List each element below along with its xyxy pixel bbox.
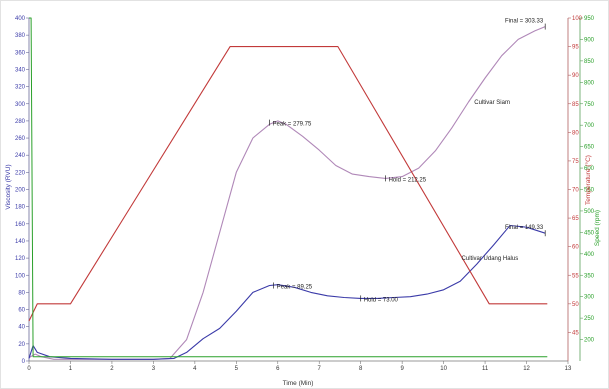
temperature-tick-label: 50 <box>572 302 579 308</box>
x-axis-title: Time (Min) <box>283 380 314 387</box>
speed-tick-label: 650 <box>584 145 595 151</box>
x-tick-label: 12 <box>523 366 530 372</box>
speed-tick-label: 800 <box>584 80 595 86</box>
left-tick-label: 360 <box>15 50 26 56</box>
speed-tick-label: 850 <box>584 59 595 65</box>
speed-tick-label: 200 <box>584 338 595 344</box>
left-tick-label: 20 <box>18 342 25 348</box>
temperature-tick-label: 65 <box>572 216 579 222</box>
x-tick-label: 7 <box>318 366 322 372</box>
left-tick-label: 380 <box>15 33 26 39</box>
x-tick-label: 13 <box>565 366 572 372</box>
left-tick-label: 220 <box>15 170 26 176</box>
speed-tick-label: 500 <box>584 209 595 215</box>
temperature-tick-label: 80 <box>572 130 579 136</box>
annotation-label: Hold = 73.00 <box>364 297 399 303</box>
temperature-tick-label: 95 <box>572 45 579 51</box>
annotation-label: Final = 303.33 <box>505 19 544 25</box>
speed-tick-label: 950 <box>584 16 595 22</box>
left-tick-label: 40 <box>18 325 25 331</box>
left-tick-label: 80 <box>18 290 25 296</box>
temperature-tick-label: 45 <box>572 330 579 336</box>
annotation-label: Peak = 89.25 <box>277 285 313 291</box>
series-label: Cultivar Udang Halus <box>462 256 519 262</box>
x-tick-label: 1 <box>69 366 73 372</box>
left-tick-label: 400 <box>15 16 26 22</box>
left-tick-label: 260 <box>15 136 26 142</box>
x-tick-label: 10 <box>440 366 447 372</box>
x-tick-label: 3 <box>152 366 156 372</box>
series-group <box>28 17 548 360</box>
left-tick-label: 320 <box>15 85 26 91</box>
x-tick-label: 11 <box>482 366 489 372</box>
speed-tick-label: 450 <box>584 230 595 236</box>
x-tick-label: 8 <box>359 366 363 372</box>
annotation-label: Hold = 212.25 <box>389 177 427 183</box>
annotation-label: Final = 149.33 <box>505 225 544 231</box>
speed-tick-label: 900 <box>584 37 595 43</box>
speed-tick-label: 350 <box>584 273 595 279</box>
series-label: Cultivar Siam <box>474 100 510 106</box>
speed-tick-label: 300 <box>584 295 595 301</box>
left-axis-title: Viscosity (RVU) <box>5 164 12 209</box>
x-tick-label: 5 <box>235 366 239 372</box>
speed-tick-label: 600 <box>584 166 595 172</box>
temperature-tick-label: 60 <box>572 245 579 251</box>
x-tick-label: 0 <box>27 366 31 372</box>
udang-halus-viscosity-line <box>28 224 546 360</box>
annotation-label: Peak = 279.75 <box>272 122 312 128</box>
temperature-axis-title: Temperature (°C) <box>584 155 592 205</box>
left-tick-label: 240 <box>15 153 26 159</box>
speed-tick-label: 550 <box>584 188 595 194</box>
speed-tick-label: 250 <box>584 316 595 322</box>
axes-group: 0 1 2 3 4 5 6 7 8 9 10 11 12 130204060801001201401601… <box>15 16 595 372</box>
x-tick-label: 4 <box>193 366 197 372</box>
left-tick-label: 60 <box>18 308 25 314</box>
x-tick-label: 9 <box>400 366 404 372</box>
temperature-tick-label: 70 <box>572 188 579 194</box>
left-tick-label: 160 <box>15 222 26 228</box>
annotations-group: Peak = 279.75 Hold = 212.25 Final = 303.33… <box>269 19 546 303</box>
speed-tick-label: 400 <box>584 252 595 258</box>
left-tick-label: 200 <box>15 188 26 194</box>
left-tick-label: 180 <box>15 205 26 211</box>
left-tick-label: 120 <box>15 256 26 262</box>
left-tick-label: 140 <box>15 239 26 245</box>
temperature-line <box>28 46 548 322</box>
x-tick-label: 6 <box>276 366 280 372</box>
temperature-tick-label: 55 <box>572 273 579 279</box>
left-tick-label: 100 <box>15 273 26 279</box>
left-tick-label: 300 <box>15 102 26 108</box>
temperature-tick-label: 90 <box>572 73 579 79</box>
speed-axis-title: Speed (rpm) <box>594 210 601 246</box>
temperature-tick-label: 85 <box>572 102 579 108</box>
temperature-tick-label: 75 <box>572 159 579 165</box>
speed-tick-label: 750 <box>584 102 595 108</box>
temperature-tick-label: 100 <box>572 16 583 22</box>
left-tick-label: 280 <box>15 119 26 125</box>
left-tick-label: 340 <box>15 67 26 73</box>
speed-line <box>29 17 548 358</box>
x-tick-label: 2 <box>110 366 114 372</box>
speed-tick-label: 700 <box>584 123 595 129</box>
left-tick-label: 0 <box>22 359 26 365</box>
